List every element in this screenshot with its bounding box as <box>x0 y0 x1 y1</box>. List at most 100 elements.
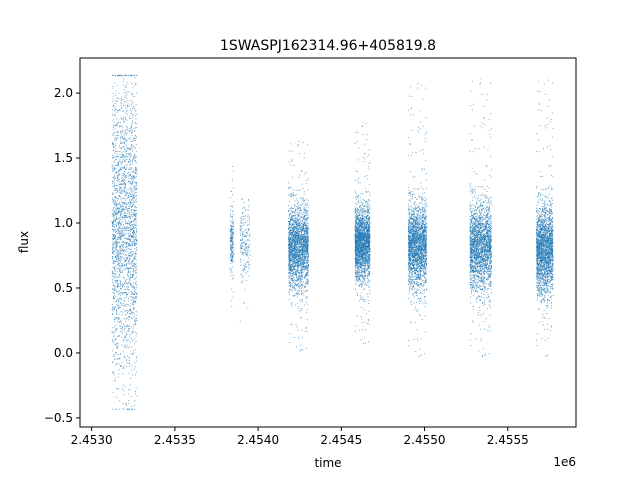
data-point <box>112 253 113 254</box>
data-point <box>303 224 304 225</box>
data-point <box>111 250 113 252</box>
data-point <box>122 146 124 147</box>
data-point <box>292 250 294 252</box>
data-point <box>125 216 127 218</box>
data-point <box>308 229 309 230</box>
data-point <box>298 141 300 142</box>
data-point <box>248 246 250 248</box>
data-point <box>291 264 293 266</box>
data-point <box>131 292 133 294</box>
data-point <box>307 264 309 266</box>
data-point <box>116 138 117 140</box>
data-point <box>292 273 294 275</box>
data-point <box>304 239 306 241</box>
data-point <box>113 331 115 333</box>
data-point <box>299 259 301 261</box>
data-point <box>120 137 122 139</box>
data-point <box>290 259 292 261</box>
data-point <box>290 143 292 145</box>
data-point <box>306 319 308 321</box>
data-point <box>121 244 122 246</box>
data-point <box>128 313 130 314</box>
data-point <box>135 391 136 392</box>
data-point <box>291 268 292 270</box>
data-point <box>134 239 136 240</box>
data-point <box>301 249 303 251</box>
data-point <box>293 282 295 284</box>
data-point <box>115 188 117 190</box>
data-point <box>245 236 247 238</box>
data-point <box>297 209 299 211</box>
data-point <box>303 246 305 248</box>
data-point <box>239 227 241 229</box>
data-point <box>117 190 118 192</box>
data-point <box>307 245 308 246</box>
data-point <box>295 240 297 242</box>
data-point <box>305 238 307 240</box>
data-point <box>124 209 126 211</box>
data-point <box>292 272 294 274</box>
data-point <box>288 237 290 239</box>
data-point <box>134 240 135 242</box>
data-point <box>293 218 295 219</box>
data-point <box>134 154 136 156</box>
data-point <box>135 83 137 84</box>
data-point <box>126 360 127 361</box>
data-point <box>294 250 296 252</box>
data-point <box>121 263 123 264</box>
data-point <box>131 168 132 170</box>
data-point <box>121 136 123 138</box>
data-point <box>115 215 117 217</box>
data-point <box>120 301 121 303</box>
data-point <box>128 372 130 374</box>
data-point <box>114 190 116 191</box>
data-point <box>229 237 231 239</box>
data-point <box>293 235 294 237</box>
data-point <box>113 240 115 242</box>
data-point <box>131 312 132 313</box>
data-point <box>130 174 131 175</box>
data-point <box>355 216 357 218</box>
data-point <box>296 273 298 275</box>
data-point <box>113 134 115 136</box>
data-point <box>299 285 301 287</box>
data-point <box>123 253 125 255</box>
data-point <box>298 239 300 240</box>
data-point <box>125 191 127 193</box>
data-point <box>297 264 299 266</box>
data-point <box>114 285 116 287</box>
data-point <box>296 234 298 236</box>
data-point <box>292 241 294 243</box>
data-point <box>308 256 309 258</box>
data-point <box>136 243 137 245</box>
data-point <box>297 267 299 268</box>
data-point <box>303 253 304 255</box>
data-point <box>245 234 247 236</box>
data-point <box>112 143 113 145</box>
data-point <box>304 238 306 240</box>
data-point <box>112 134 114 136</box>
data-point <box>127 261 129 262</box>
data-point <box>131 83 133 85</box>
data-point <box>293 269 295 270</box>
data-point <box>126 238 127 239</box>
data-point <box>135 137 137 139</box>
data-point <box>300 236 302 238</box>
data-point <box>292 230 294 232</box>
data-point <box>133 368 135 370</box>
data-point <box>367 296 369 298</box>
data-point <box>117 162 119 164</box>
data-point <box>289 244 290 245</box>
data-point <box>303 233 305 235</box>
data-point <box>289 233 291 235</box>
data-point <box>245 252 247 254</box>
data-point <box>119 179 120 180</box>
data-point <box>118 184 120 186</box>
data-point <box>128 316 130 317</box>
data-point <box>115 178 116 179</box>
data-point <box>116 345 118 347</box>
data-point <box>136 357 138 359</box>
data-point <box>245 235 247 237</box>
data-point <box>290 271 292 273</box>
data-point <box>241 274 243 276</box>
